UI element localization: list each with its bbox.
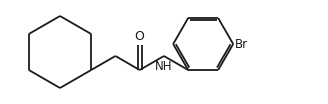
Text: NH: NH	[155, 60, 173, 73]
Text: Br: Br	[235, 38, 248, 51]
Text: O: O	[135, 30, 145, 43]
